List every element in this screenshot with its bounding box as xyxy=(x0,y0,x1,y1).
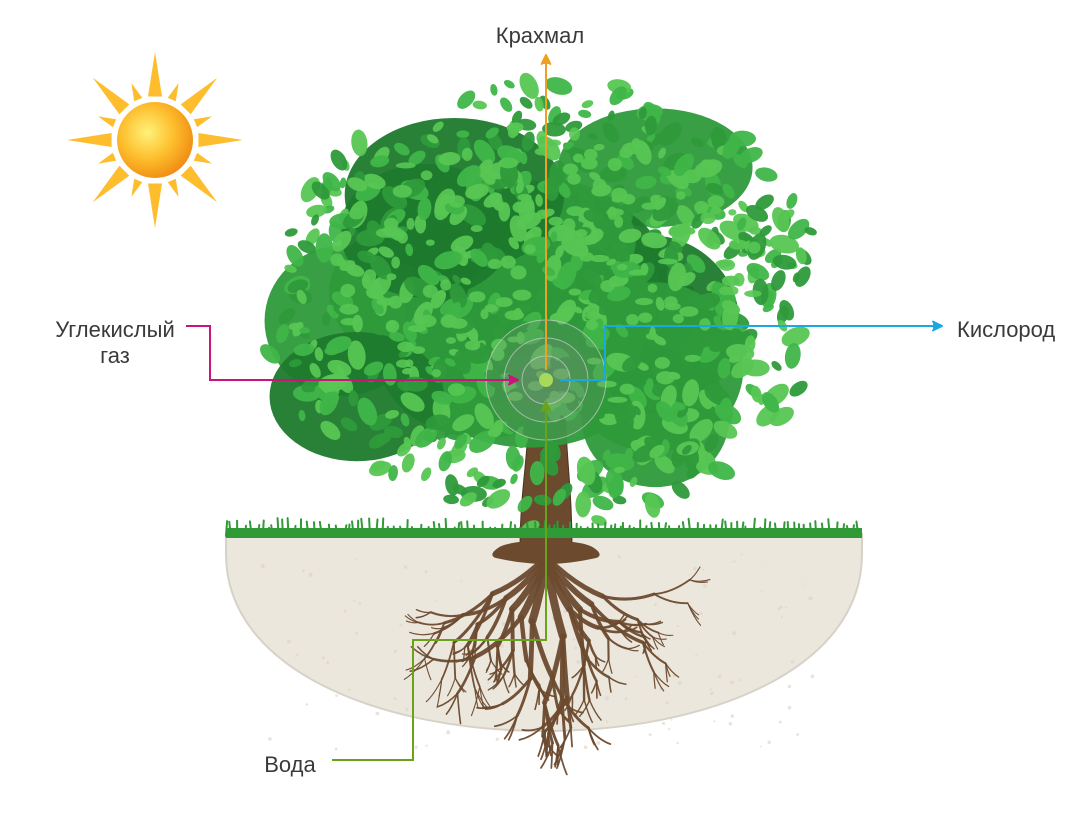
sun-icon xyxy=(67,52,243,228)
diagram-stage: Крахмал Углекислый газ Кислород Вода xyxy=(0,0,1080,816)
label-co2: Углекислый газ xyxy=(55,317,174,370)
label-starch: Крахмал xyxy=(496,23,584,49)
photosynthesis-illustration xyxy=(0,0,1080,816)
label-water: Вода xyxy=(264,752,316,778)
label-oxygen: Кислород xyxy=(957,317,1055,343)
tree-canopy xyxy=(256,70,818,537)
